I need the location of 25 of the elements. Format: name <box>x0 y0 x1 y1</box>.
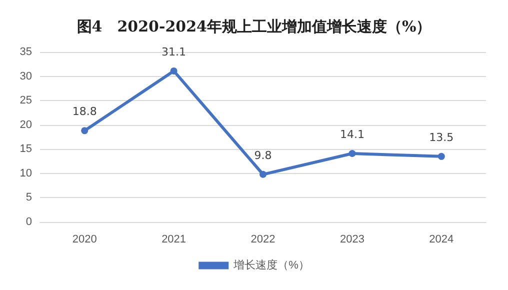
data-label: 13.5 <box>429 130 454 144</box>
point <box>348 150 356 158</box>
y-tick-label: 15 <box>20 143 32 156</box>
x-tick-label: 2021 <box>162 234 186 246</box>
y-tick-label: 5 <box>26 192 32 204</box>
data-label: 9.8 <box>254 148 272 162</box>
legend-label: 增长速度（%） <box>232 258 310 272</box>
data-label: 18.8 <box>72 105 97 118</box>
point <box>438 152 445 160</box>
y-tick-label: 30 <box>20 70 32 82</box>
x-tick-label: 2022 <box>250 234 276 246</box>
point <box>170 67 178 74</box>
point <box>260 170 266 178</box>
y-tick-label: 0 <box>26 216 32 228</box>
x-tick-label: 2020 <box>72 234 97 246</box>
chart-title: 图4 2020-2024年规上工业增加值增长速度（%） <box>76 18 432 36</box>
y-tick-label: 20 <box>20 118 32 131</box>
point <box>81 127 88 134</box>
data-label: 31.1 <box>162 45 186 58</box>
data-label: 14.1 <box>340 128 364 142</box>
x-tick-label: 2023 <box>340 234 364 246</box>
y-tick-label: 10 <box>20 167 32 180</box>
y-tick-label: 35 <box>20 46 32 58</box>
y-tick-label: 25 <box>20 94 32 107</box>
x-tick-label: 2024 <box>429 234 454 246</box>
